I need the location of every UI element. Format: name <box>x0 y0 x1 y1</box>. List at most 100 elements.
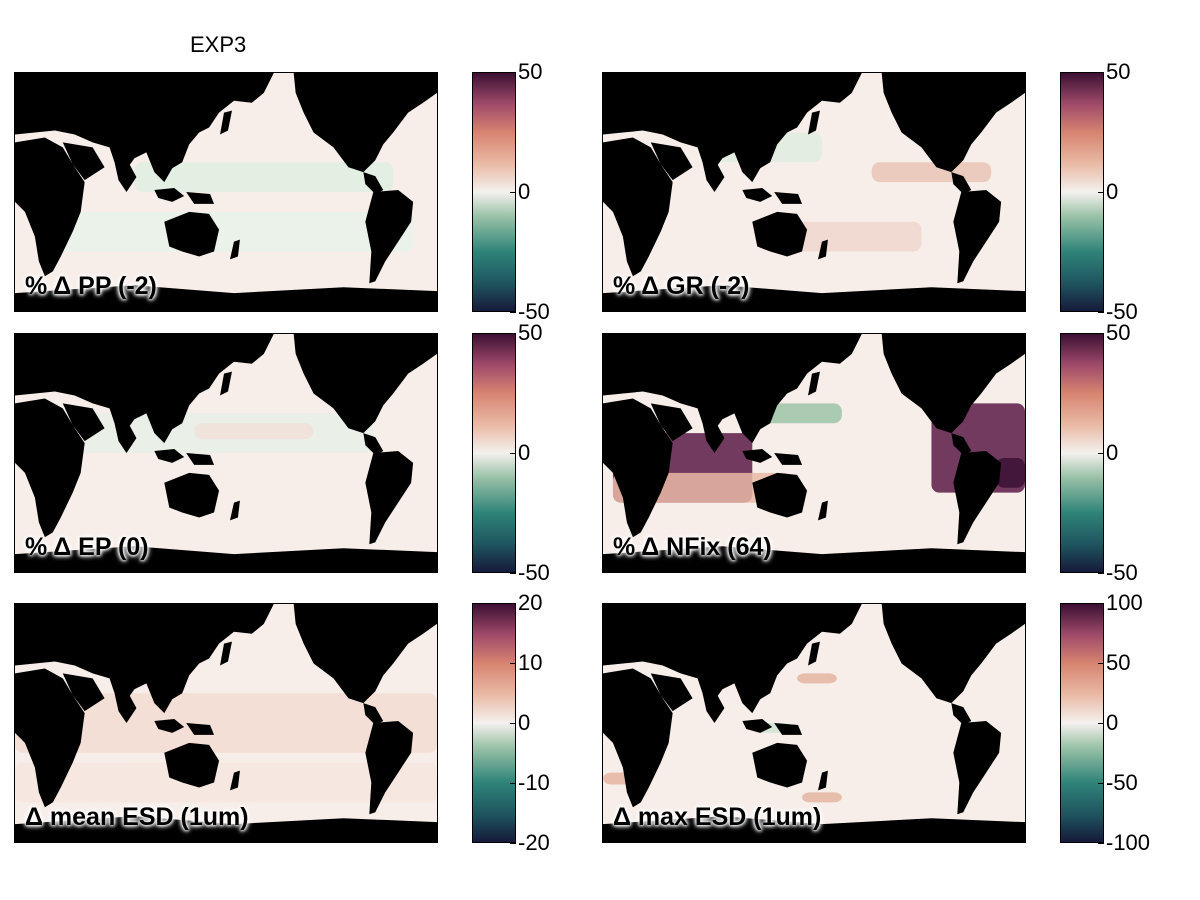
world-map <box>603 604 1025 842</box>
colorbar-tick-label: 100 <box>1106 590 1143 615</box>
colorbar-tick-label: 0 <box>518 179 531 204</box>
map-panel: % Δ GR (-2) <box>602 72 1026 312</box>
land-mass <box>742 449 773 463</box>
world-map <box>15 604 437 842</box>
colorbar-tick-mark <box>510 843 516 844</box>
land-mass <box>373 73 424 97</box>
colorbar-tick-mark <box>510 453 516 454</box>
land-mass <box>220 371 232 396</box>
land-mass <box>373 604 424 628</box>
land-mass <box>603 604 862 714</box>
panel-label: % Δ PP (-2) <box>25 272 157 300</box>
colorbar-tick-mark <box>510 312 516 313</box>
land-mass <box>953 451 1002 545</box>
land-mass <box>961 334 1012 358</box>
colorbar <box>1060 333 1104 573</box>
land-mass <box>229 500 240 521</box>
land-mass <box>15 137 85 277</box>
colorbar-tick-label: -10 <box>518 770 550 795</box>
land-mass <box>15 398 85 538</box>
land-mass <box>154 719 185 733</box>
land-mass <box>961 604 1012 628</box>
land-mass <box>363 703 384 725</box>
world-map <box>603 73 1025 311</box>
colorbar-tick-label: 50 <box>1106 650 1131 675</box>
colorbar <box>1060 72 1104 312</box>
land-mass <box>752 211 808 257</box>
land-mass <box>154 449 185 463</box>
colorbar-tick-label: 0 <box>1106 179 1119 204</box>
land-mass <box>603 137 673 277</box>
land-mass <box>702 423 725 453</box>
land-mass <box>164 211 220 257</box>
colorbar-tick-label: 50 <box>1106 59 1131 84</box>
land-mass <box>15 73 274 183</box>
panel-label: % Δ EP (0) <box>25 533 149 561</box>
land-mass <box>365 190 414 284</box>
land-mass <box>62 403 105 442</box>
colorbar-tick-label: 0 <box>1106 440 1119 465</box>
land-mass <box>15 285 437 311</box>
land-mass <box>220 110 232 135</box>
colorbar-tick-label: 50 <box>518 320 543 345</box>
colorbar-tick-label: -50 <box>1106 299 1138 324</box>
colorbar-tick-label: 10 <box>518 650 543 675</box>
land-mass <box>752 472 808 518</box>
colorbar-tick-label: -100 <box>1106 830 1151 855</box>
land-mass <box>774 723 803 735</box>
colorbar-tick-mark <box>510 192 516 193</box>
colorbar-tick-mark <box>510 573 516 574</box>
ocean-anomaly-patch <box>772 221 922 252</box>
land-mass <box>186 192 215 204</box>
land-mass <box>961 73 1012 97</box>
land-mass <box>363 433 384 455</box>
land-mass <box>603 73 862 183</box>
land-mass <box>951 172 972 194</box>
land-mass <box>881 334 1025 434</box>
land-mass <box>164 742 220 788</box>
land-mass <box>603 285 1025 311</box>
land-mass <box>742 719 773 733</box>
land-mass <box>650 673 693 712</box>
colorbar-tick-mark <box>1098 72 1104 73</box>
land-mass <box>774 192 803 204</box>
map-panel: % Δ PP (-2) <box>14 72 438 312</box>
world-map <box>15 334 437 572</box>
colorbar-tick-mark <box>1098 783 1104 784</box>
land-mass <box>808 641 820 666</box>
colorbar-tick-mark <box>510 603 516 604</box>
colorbar-tick-label: -50 <box>1106 560 1138 585</box>
land-mass <box>293 604 437 704</box>
land-mass <box>365 451 414 545</box>
land-mass <box>603 668 673 808</box>
ocean-anomaly-patch <box>802 792 842 803</box>
colorbar-tick-label: -50 <box>1106 770 1138 795</box>
land-mass <box>817 770 828 791</box>
ocean-anomaly-patch <box>797 673 837 684</box>
land-mass <box>62 673 105 712</box>
land-mass <box>373 334 424 358</box>
colorbar-tick-label: 20 <box>518 590 543 615</box>
land-mass <box>702 693 725 723</box>
land-mass <box>114 423 137 453</box>
colorbar-tick-label: 50 <box>1106 320 1131 345</box>
map-panel: Δ max ESD (1um) <box>602 603 1026 843</box>
land-mass <box>603 546 1025 572</box>
land-mass <box>220 641 232 666</box>
colorbar-tick-mark <box>510 783 516 784</box>
land-mass <box>808 371 820 396</box>
panel-label: % Δ NFix (64) <box>613 533 772 561</box>
colorbar-tick-label: 50 <box>518 59 543 84</box>
panel-label: Δ max ESD (1um) <box>613 803 822 831</box>
land-mass <box>15 334 274 444</box>
land-mass <box>15 546 437 572</box>
ocean-anomaly-patch <box>54 211 414 252</box>
land-mass <box>365 721 414 815</box>
colorbar-tick-label: -20 <box>518 830 550 855</box>
ocean-anomaly-patch <box>996 457 1025 488</box>
world-map <box>603 334 1025 572</box>
land-mass <box>881 604 1025 704</box>
land-mass <box>229 239 240 260</box>
colorbar-tick-mark <box>1098 312 1104 313</box>
colorbar-tick-mark <box>510 663 516 664</box>
